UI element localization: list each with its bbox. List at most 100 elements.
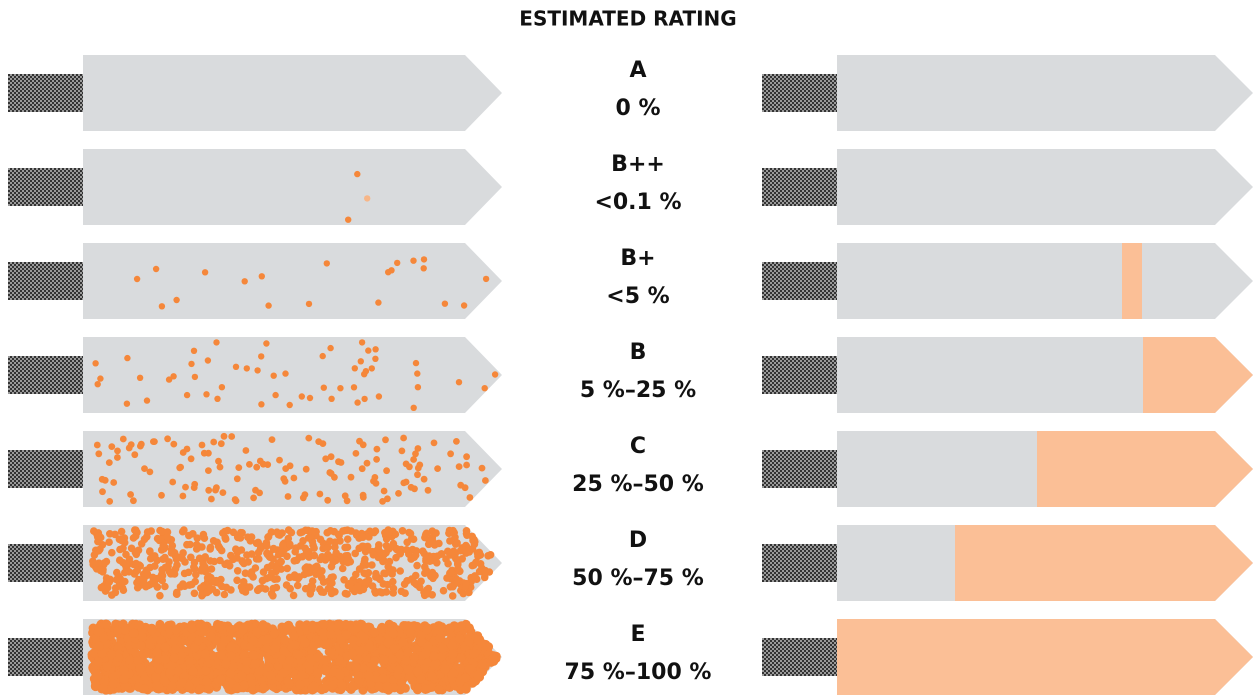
dot <box>156 635 166 645</box>
dot <box>422 658 433 668</box>
dot <box>250 659 260 669</box>
dot <box>455 463 463 470</box>
dot <box>437 651 447 662</box>
dot <box>363 459 371 467</box>
dot <box>424 540 433 549</box>
dot <box>188 580 196 589</box>
dot <box>221 535 230 543</box>
dot <box>412 359 420 367</box>
dot <box>190 558 199 567</box>
dot <box>201 553 209 561</box>
dot <box>373 456 380 463</box>
dot <box>139 576 148 584</box>
dot <box>384 636 394 646</box>
dot <box>270 643 280 653</box>
dot <box>197 584 205 592</box>
dot <box>279 668 289 678</box>
plug <box>8 638 83 676</box>
dot <box>184 681 194 692</box>
dot <box>106 575 114 584</box>
dot <box>355 646 365 656</box>
dot <box>345 579 354 588</box>
dot <box>213 538 221 547</box>
dot <box>326 629 336 640</box>
grade: E <box>630 622 645 647</box>
dot <box>241 588 250 596</box>
dot <box>379 655 389 665</box>
dot <box>360 542 368 551</box>
dot <box>491 371 499 378</box>
dot <box>469 649 479 659</box>
dot <box>448 592 457 600</box>
dot <box>165 376 173 383</box>
dot <box>316 490 324 498</box>
dot <box>151 672 161 683</box>
dot <box>242 657 252 667</box>
dot <box>124 354 131 362</box>
dot <box>327 344 334 352</box>
dot <box>375 299 382 306</box>
dot <box>327 589 336 598</box>
dot <box>134 620 145 630</box>
dot <box>473 549 482 557</box>
dot <box>371 673 381 684</box>
dot <box>187 553 195 562</box>
dot <box>102 662 112 672</box>
dot <box>389 539 398 548</box>
dot <box>348 635 358 645</box>
dot <box>229 528 238 537</box>
dot <box>255 585 263 593</box>
dot <box>131 649 141 659</box>
dot <box>160 654 170 664</box>
dot <box>254 367 261 374</box>
dot <box>282 370 289 377</box>
dot <box>119 586 128 594</box>
dot <box>383 580 392 589</box>
dot <box>187 623 197 634</box>
dot <box>142 566 151 575</box>
dot <box>127 491 134 498</box>
dot <box>388 628 398 639</box>
dot <box>149 573 157 582</box>
dot <box>403 647 413 657</box>
dot <box>310 544 318 552</box>
dot <box>398 447 406 455</box>
dot <box>405 672 415 682</box>
dot <box>422 529 431 538</box>
dot <box>158 491 165 499</box>
dot <box>306 394 314 402</box>
dot <box>280 475 288 483</box>
dot <box>352 570 360 579</box>
dot <box>123 400 131 407</box>
affected-area <box>837 619 1253 695</box>
dot <box>222 681 233 691</box>
dot <box>217 440 225 448</box>
dot <box>252 539 261 547</box>
dot <box>316 535 325 544</box>
dot <box>412 450 419 458</box>
dot <box>324 543 332 552</box>
dot <box>332 549 341 557</box>
dot <box>94 641 104 651</box>
dot <box>354 170 361 178</box>
dot <box>167 681 177 691</box>
dot <box>280 635 290 645</box>
dot <box>92 360 99 367</box>
dot <box>431 571 439 580</box>
dot <box>347 473 355 481</box>
dot <box>253 463 261 471</box>
dot <box>98 683 108 693</box>
dot <box>359 493 367 501</box>
dot <box>279 541 287 549</box>
dot <box>319 619 329 630</box>
dot <box>350 384 358 391</box>
dot <box>114 454 121 461</box>
dot <box>368 365 375 372</box>
dot <box>169 636 179 646</box>
dot <box>442 555 450 563</box>
dot <box>387 654 398 664</box>
dot <box>374 682 384 692</box>
affected-area <box>1143 337 1253 413</box>
dot <box>340 576 348 584</box>
dot <box>243 551 251 559</box>
